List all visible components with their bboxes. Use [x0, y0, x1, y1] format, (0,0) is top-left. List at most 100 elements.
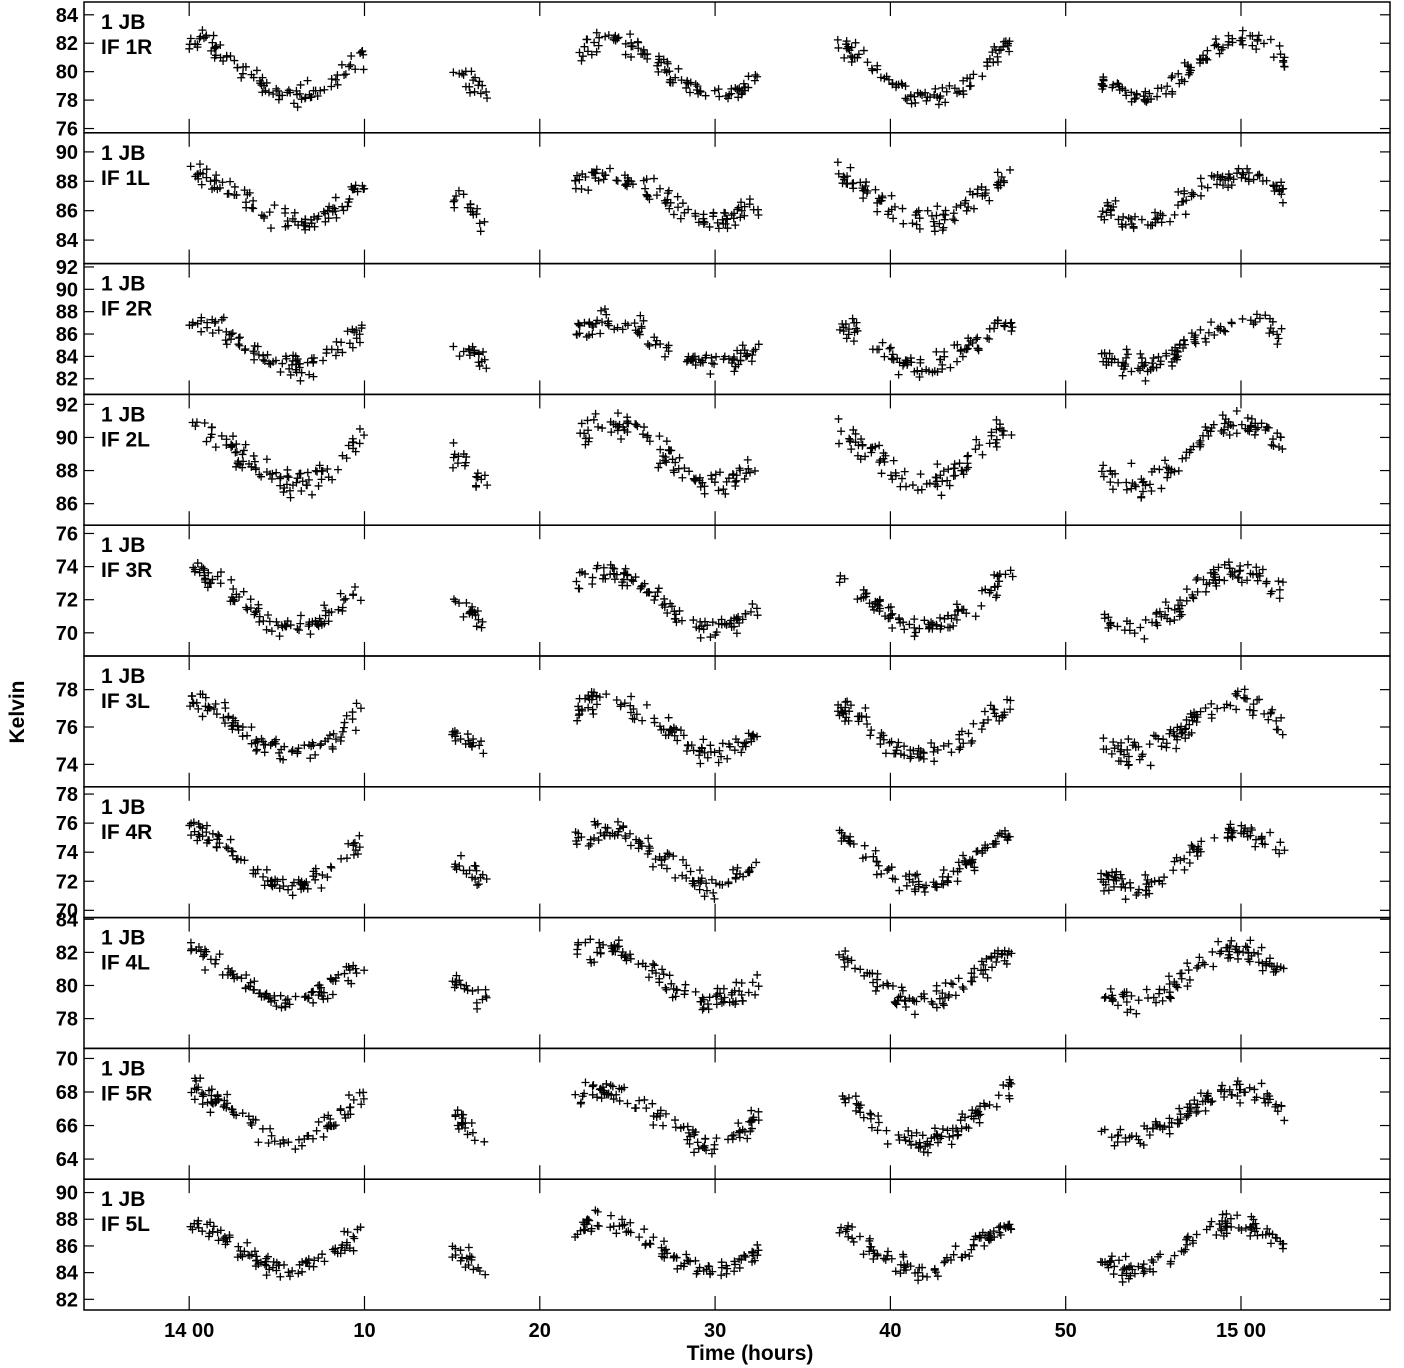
data-point — [1161, 456, 1169, 465]
data-point — [641, 962, 650, 971]
data-point — [695, 866, 704, 875]
data-point — [874, 1112, 883, 1121]
data-point — [309, 741, 318, 750]
data-point — [930, 1124, 939, 1133]
data-point — [296, 611, 305, 620]
data-point — [327, 75, 336, 84]
data-point — [345, 1244, 354, 1253]
data-point — [987, 586, 996, 595]
data-point — [665, 971, 674, 980]
data-point — [1160, 873, 1169, 882]
data-point — [452, 729, 461, 738]
data-point — [919, 754, 928, 763]
data-point — [696, 617, 705, 626]
data-point — [883, 866, 892, 875]
data-point — [287, 360, 296, 369]
data-point — [339, 723, 348, 732]
data-point — [187, 831, 196, 840]
data-point — [319, 356, 328, 365]
data-point — [1235, 947, 1244, 956]
data-point — [349, 1095, 358, 1104]
data-point — [230, 597, 239, 606]
data-point — [1243, 827, 1252, 836]
data-point — [1210, 330, 1219, 339]
data-point — [577, 419, 586, 428]
data-point — [470, 87, 479, 96]
data-point — [302, 481, 311, 490]
data-point — [740, 474, 749, 483]
data-point — [314, 991, 323, 1000]
data-point — [448, 463, 457, 472]
data-point — [916, 358, 925, 367]
y-tick-label: 82 — [56, 33, 78, 55]
y-tick-label: 72 — [56, 871, 78, 893]
data-point — [670, 1253, 679, 1262]
data-point — [700, 1143, 709, 1152]
data-point — [1267, 587, 1276, 596]
data-point — [951, 1242, 960, 1251]
data-point — [454, 452, 463, 461]
data-point — [707, 875, 716, 884]
data-point — [207, 423, 216, 432]
data-point — [309, 872, 318, 881]
data-point — [939, 1001, 948, 1010]
data-point — [578, 170, 587, 179]
data-point — [844, 716, 853, 725]
data-point — [691, 80, 700, 89]
data-point — [706, 741, 715, 750]
data-point — [1108, 995, 1117, 1004]
data-point — [704, 1005, 713, 1014]
data-point — [232, 590, 241, 599]
data-point — [1156, 1250, 1165, 1259]
data-point — [891, 1267, 900, 1276]
data-point — [931, 84, 940, 93]
data-point — [1141, 890, 1150, 899]
data-point — [844, 1232, 853, 1241]
data-point — [962, 465, 971, 474]
data-point — [194, 1083, 203, 1092]
data-point — [877, 869, 886, 878]
data-point — [459, 190, 468, 199]
data-point — [1275, 594, 1284, 603]
data-point — [651, 340, 660, 349]
data-point — [1192, 963, 1201, 972]
data-point — [577, 56, 586, 65]
data-point — [454, 1124, 463, 1133]
data-point — [198, 1227, 207, 1236]
data-point — [964, 203, 973, 212]
data-point — [700, 892, 709, 901]
data-point — [900, 1261, 909, 1270]
data-point — [268, 1263, 277, 1272]
data-point — [696, 358, 705, 367]
data-point — [682, 747, 691, 756]
data-point — [479, 749, 488, 758]
data-point — [654, 58, 663, 67]
data-point — [1257, 1079, 1266, 1088]
data-point — [1199, 575, 1208, 584]
data-point — [307, 354, 316, 363]
data-point — [259, 351, 268, 360]
data-point — [728, 988, 737, 997]
data-point — [1108, 485, 1117, 494]
data-point — [480, 355, 489, 364]
data-point — [345, 965, 354, 974]
data-point — [208, 185, 217, 194]
data-point — [749, 730, 758, 739]
data-point — [262, 625, 271, 634]
data-point — [344, 1091, 353, 1100]
data-point — [678, 199, 687, 208]
data-point — [910, 632, 919, 641]
y-tick-label: 74 — [56, 557, 79, 579]
data-point — [968, 190, 977, 199]
data-point — [314, 1117, 323, 1126]
data-point — [853, 53, 862, 62]
data-point — [315, 461, 324, 470]
data-point — [933, 1132, 942, 1141]
data-point — [663, 849, 672, 858]
data-point — [696, 482, 705, 491]
data-point — [609, 1095, 618, 1104]
data-point — [936, 471, 945, 480]
data-point — [970, 866, 979, 875]
data-point — [981, 841, 990, 850]
